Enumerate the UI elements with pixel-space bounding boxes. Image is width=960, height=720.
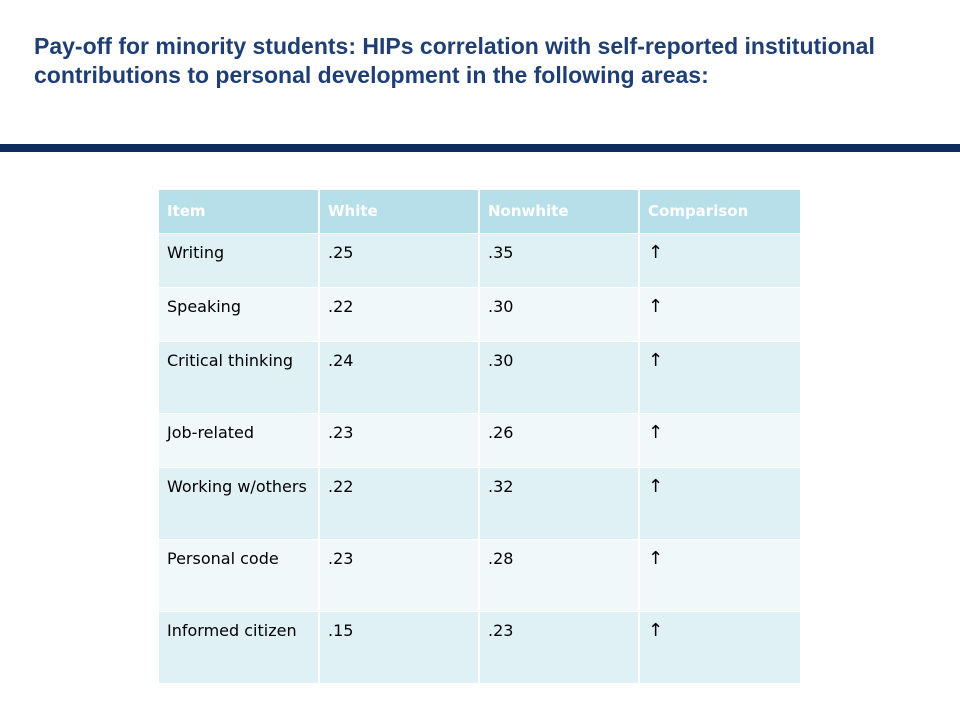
table-row: Speaking .22 .30 ↑ xyxy=(159,286,800,341)
cell-nonwhite: .28 xyxy=(479,538,640,611)
cell-white: .24 xyxy=(319,340,480,413)
cell-item: Personal code xyxy=(159,538,320,611)
cell-white: .22 xyxy=(319,466,480,539)
up-arrow-icon: ↑ xyxy=(648,241,664,263)
up-arrow-icon: ↑ xyxy=(648,349,664,371)
cell-comparison: ↑ xyxy=(639,412,800,467)
cell-white: .25 xyxy=(319,232,480,287)
table-row: Informed citizen .15 .23 ↑ xyxy=(159,610,800,683)
cell-nonwhite: .23 xyxy=(479,610,640,683)
table-row: Working w/others .22 .32 ↑ xyxy=(159,466,800,539)
cell-item: Speaking xyxy=(159,286,320,341)
title-divider xyxy=(0,144,960,152)
up-arrow-icon: ↑ xyxy=(648,421,664,443)
cell-nonwhite: .32 xyxy=(479,466,640,539)
table-row: Personal code .23 .28 ↑ xyxy=(159,538,800,611)
cell-item: Working w/others xyxy=(159,466,320,539)
cell-nonwhite: .26 xyxy=(479,412,640,467)
cell-comparison: ↑ xyxy=(639,286,800,341)
cell-white: .23 xyxy=(319,538,480,611)
cell-item: Job-related xyxy=(159,412,320,467)
up-arrow-icon: ↑ xyxy=(648,295,664,317)
slide-title: Pay-off for minority students: HIPs corr… xyxy=(34,33,875,88)
header-item: Item xyxy=(159,190,320,233)
header-nonwhite: Nonwhite xyxy=(479,190,640,233)
cell-comparison: ↑ xyxy=(639,232,800,287)
cell-white: .23 xyxy=(319,412,480,467)
cell-item: Writing xyxy=(159,232,320,287)
up-arrow-icon: ↑ xyxy=(648,475,664,497)
table-row: Job-related .23 .26 ↑ xyxy=(159,412,800,467)
cell-white: .22 xyxy=(319,286,480,341)
table-row: Critical thinking .24 .30 ↑ xyxy=(159,340,800,413)
correlation-table: Item White Nonwhite Comparison Writing .… xyxy=(159,190,800,683)
table-header-row: Item White Nonwhite Comparison xyxy=(159,190,800,233)
cell-comparison: ↑ xyxy=(639,466,800,539)
cell-nonwhite: .30 xyxy=(479,286,640,341)
cell-item: Informed citizen xyxy=(159,610,320,683)
header-comparison: Comparison xyxy=(639,190,800,233)
up-arrow-icon: ↑ xyxy=(648,547,664,569)
table-row: Writing .25 .35 ↑ xyxy=(159,232,800,287)
cell-white: .15 xyxy=(319,610,480,683)
cell-nonwhite: .30 xyxy=(479,340,640,413)
up-arrow-icon: ↑ xyxy=(648,619,664,641)
cell-comparison: ↑ xyxy=(639,340,800,413)
cell-item: Critical thinking xyxy=(159,340,320,413)
cell-comparison: ↑ xyxy=(639,538,800,611)
cell-nonwhite: .35 xyxy=(479,232,640,287)
header-white: White xyxy=(319,190,480,233)
cell-comparison: ↑ xyxy=(639,610,800,683)
